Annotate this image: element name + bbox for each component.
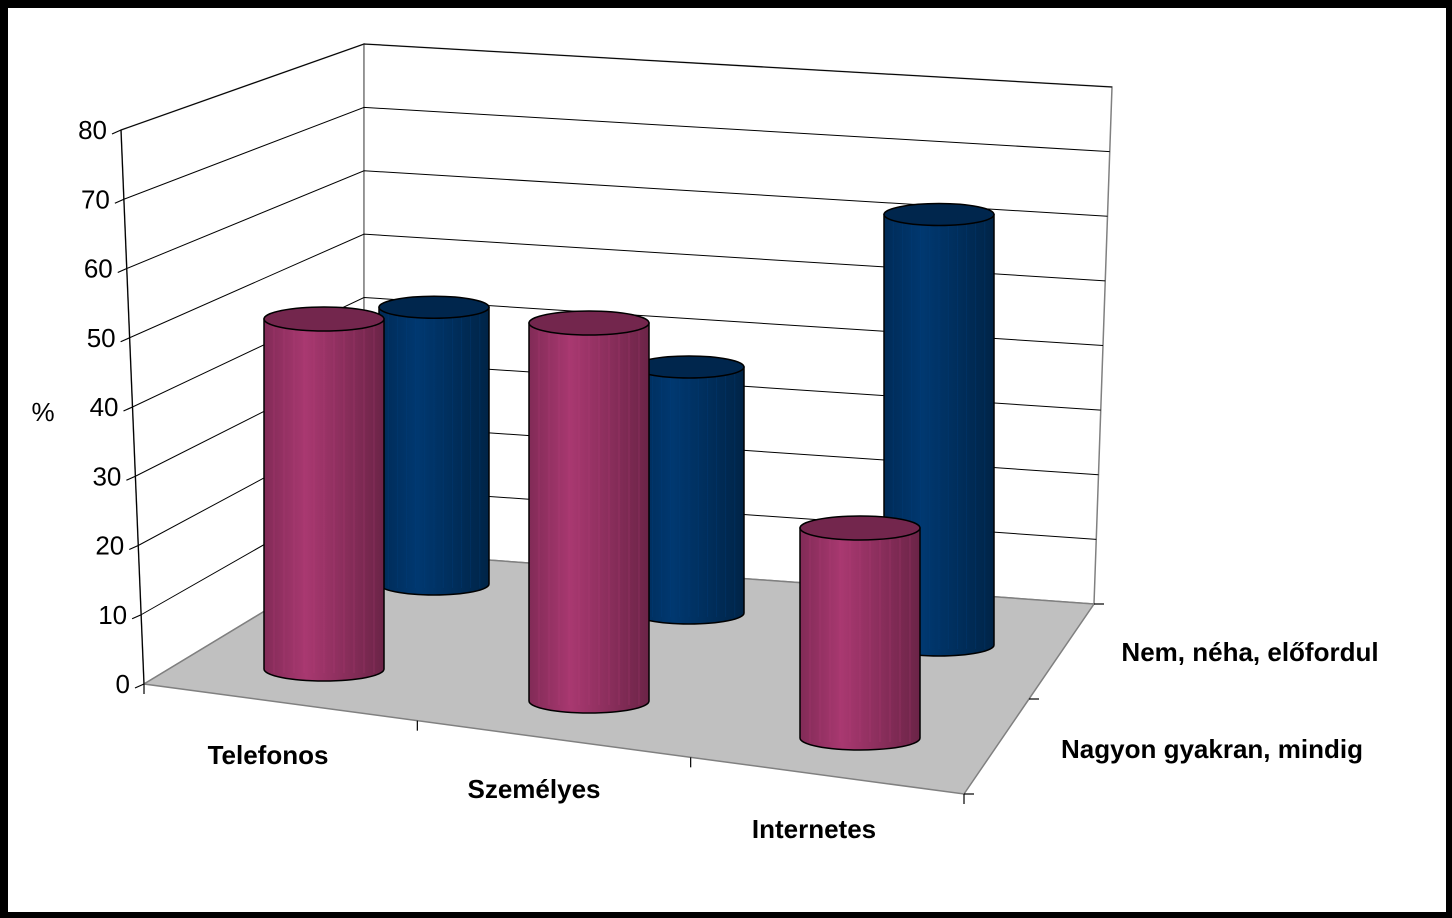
y-axis-line (120, 129, 145, 685)
y-tick-mark (129, 544, 139, 551)
series-label-part: előfordul (1267, 637, 1378, 667)
bar-body (263, 318, 385, 682)
y-tick-label: 30 (92, 461, 121, 491)
bar-top (633, 355, 745, 379)
y-tick-label: 50 (87, 323, 116, 353)
y-tick-label: 10 (98, 600, 127, 630)
bar-személyes-s2 (633, 355, 745, 625)
series-label-part: Nem, néha, (1121, 637, 1267, 667)
gridline (126, 170, 1108, 269)
axis-ticks (111, 129, 1104, 804)
gridline (129, 233, 1106, 339)
gridline (132, 296, 1104, 408)
category-label: Telefonos (208, 740, 329, 770)
y-tick-mark (126, 475, 136, 481)
bar-top (883, 202, 995, 227)
chart-frame: % 0 10 20 30 40 50 60 70 80 Telefonos Személyes Int… (8, 8, 1446, 912)
series-label-part: Nagyon gyakran, mindig (1061, 734, 1363, 764)
y-tick-mark (117, 267, 127, 274)
series-label: Nem, néha, előfordul (1121, 637, 1378, 667)
category-label: Internetes (752, 814, 876, 844)
bar-top (799, 515, 921, 541)
bar-internetes-s1 (799, 515, 921, 751)
bar-személyes-s1 (528, 310, 650, 714)
bar-telefonos-s1 (263, 306, 385, 682)
chart-plot: % 0 10 20 30 40 50 60 70 80 Telefonos Személyes Int… (31, 42, 1379, 844)
y-tick-label: 70 (81, 184, 110, 214)
y-tick-label: 20 (95, 531, 124, 561)
bar-top (263, 306, 385, 332)
y-tick-mark (111, 129, 122, 135)
y-tick-label: 60 (84, 254, 113, 284)
y-tick-label: 0 (116, 669, 130, 699)
y-tick-label: 80 (78, 115, 107, 145)
axis-labels: % 0 10 20 30 40 50 60 70 80 Telefonos Személyes Int… (31, 115, 1378, 844)
gridline (123, 106, 1110, 200)
y-tick-label: 40 (90, 392, 119, 422)
bars-front-row (263, 306, 921, 751)
y-tick-mark (123, 406, 133, 412)
bar-body (528, 322, 650, 714)
bar-top (528, 310, 650, 336)
y-tick-mark (131, 614, 142, 620)
bars-back-row (378, 202, 995, 657)
bar-top (378, 295, 490, 319)
y-tick-mark (120, 337, 130, 343)
category-label: Személyes (468, 774, 601, 804)
gridline (120, 43, 1113, 131)
bar-body (799, 527, 921, 751)
y-tick-mark (134, 683, 145, 689)
y-tick-mark (114, 198, 125, 204)
y-axis-title: % (31, 397, 54, 427)
bar-telefonos-s2 (378, 295, 490, 596)
series-label: Nagyon gyakran, mindig (1061, 734, 1363, 764)
